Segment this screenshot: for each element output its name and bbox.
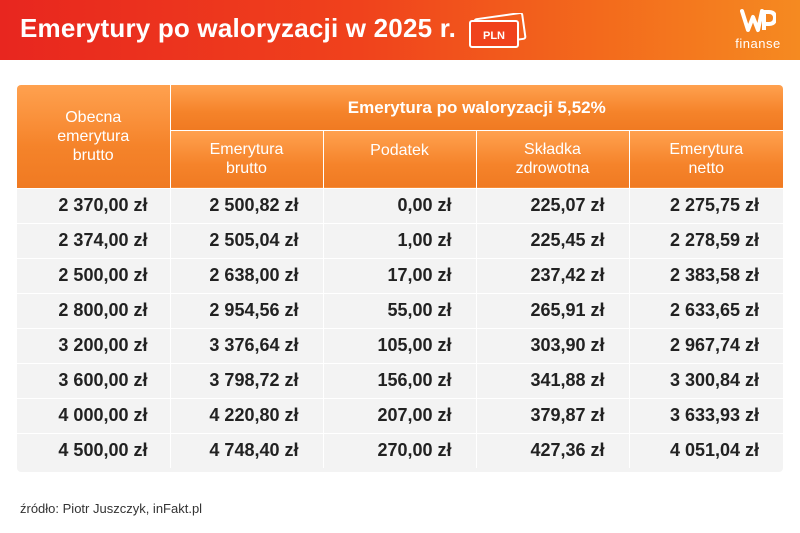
table-row: 4 500,00 zł 4 748,40 zł 270,00 zł 427,36… [17, 432, 784, 468]
logo-text: finanse [735, 36, 781, 51]
cell-net: 2 383,58 zł [628, 257, 784, 293]
header-health-contribution-label: Składka zdrowotna [515, 141, 590, 177]
header-tax-label: Podatek [370, 141, 429, 159]
wp-finanse-logo: finanse [726, 8, 790, 58]
cell-new-gross: 3 798,72 zł [169, 362, 323, 398]
table-row: 4 000,00 zł 4 220,80 zł 207,00 zł 379,87… [17, 397, 784, 433]
cell-new-gross: 2 505,04 zł [169, 222, 323, 258]
header-gross-pension-label: Emerytura brutto [209, 141, 284, 177]
banknote-icon: PLN [469, 13, 527, 48]
cell-health: 341,88 zł [475, 362, 629, 398]
cell-current-gross: 4 500,00 zł [17, 432, 170, 468]
cell-new-gross: 2 500,82 zł [169, 187, 323, 223]
header-gross-pension: Emerytura brutto [169, 130, 323, 188]
cell-new-gross: 2 954,56 zł [169, 292, 323, 328]
cell-current-gross: 4 000,00 zł [17, 397, 170, 433]
pension-table: Obecna emerytura brutto Emerytura po wal… [17, 85, 784, 468]
cell-new-gross: 3 376,64 zł [169, 327, 323, 363]
cell-tax: 55,00 zł [322, 292, 476, 328]
cell-health: 303,90 zł [475, 327, 629, 363]
cell-tax: 207,00 zł [322, 397, 476, 433]
cell-tax: 156,00 zł [322, 362, 476, 398]
cell-health: 427,36 zł [475, 432, 629, 468]
page-title: Emerytury po waloryzacji w 2025 r. [20, 13, 457, 43]
cell-net: 3 300,84 zł [628, 362, 784, 398]
cell-health: 379,87 zł [475, 397, 629, 433]
cell-tax: 105,00 zł [322, 327, 476, 363]
cell-new-gross: 2 638,00 zł [169, 257, 323, 293]
cell-tax: 17,00 zł [322, 257, 476, 293]
cell-net: 4 051,04 zł [628, 432, 784, 468]
cell-net: 2 967,74 zł [628, 327, 784, 363]
cell-current-gross: 2 370,00 zł [17, 187, 170, 223]
cell-health: 225,45 zł [475, 222, 629, 258]
header-group-valorization: Emerytura po waloryzacji 5,52% [169, 85, 784, 131]
table-row: 2 374,00 zł 2 505,04 zł 1,00 zł 225,45 z… [17, 222, 784, 258]
cell-net: 2 633,65 zł [628, 292, 784, 328]
source-note: źródło: Piotr Juszczyk, inFakt.pl [20, 501, 203, 516]
header-current-pension: Obecna emerytura brutto [17, 85, 170, 188]
table-row: 3 600,00 zł 3 798,72 zł 156,00 zł 341,88… [17, 362, 784, 398]
header-net-pension: Emerytura netto [628, 130, 784, 188]
table-row: 3 200,00 zł 3 376,64 zł 105,00 zł 303,90… [17, 327, 784, 363]
cell-current-gross: 3 600,00 zł [17, 362, 170, 398]
header-tax: Podatek [322, 130, 476, 188]
wp-logo-icon [740, 9, 776, 32]
header-current-pension-label: Obecna emerytura brutto [57, 108, 130, 164]
header-net-pension-label: Emerytura netto [669, 141, 744, 177]
cell-health: 237,42 zł [475, 257, 629, 293]
cell-tax: 270,00 zł [322, 432, 476, 468]
table-row: 2 800,00 zł 2 954,56 zł 55,00 zł 265,91 … [17, 292, 784, 328]
cell-net: 3 633,93 zł [628, 397, 784, 433]
banknote-label: PLN [483, 30, 505, 42]
cell-current-gross: 3 200,00 zł [17, 327, 170, 363]
cell-tax: 1,00 zł [322, 222, 476, 258]
table-row: 2 500,00 zł 2 638,00 zł 17,00 zł 237,42 … [17, 257, 784, 293]
cell-new-gross: 4 748,40 zł [169, 432, 323, 468]
cell-net: 2 275,75 zł [628, 187, 784, 223]
table-row: 2 370,00 zł 2 500,82 zł 0,00 zł 225,07 z… [17, 187, 784, 223]
header-banner: Emerytury po waloryzacji w 2025 r. PLN f… [0, 0, 800, 60]
cell-health: 265,91 zł [475, 292, 629, 328]
cell-current-gross: 2 500,00 zł [17, 257, 170, 293]
cell-health: 225,07 zł [475, 187, 629, 223]
header-health-contribution: Składka zdrowotna [475, 130, 629, 188]
cell-current-gross: 2 374,00 zł [17, 222, 170, 258]
cell-net: 2 278,59 zł [628, 222, 784, 258]
cell-new-gross: 4 220,80 zł [169, 397, 323, 433]
cell-current-gross: 2 800,00 zł [17, 292, 170, 328]
cell-tax: 0,00 zł [322, 187, 476, 223]
